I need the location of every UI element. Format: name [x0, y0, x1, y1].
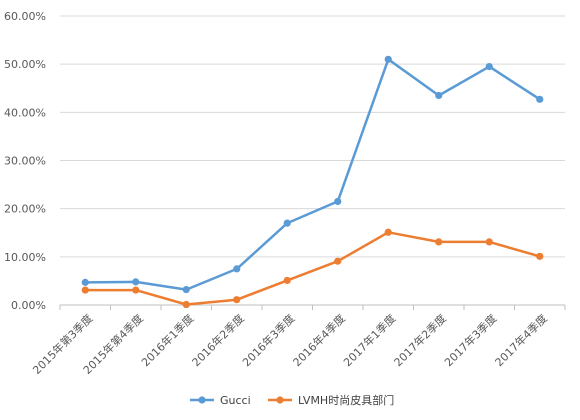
data-point: [536, 252, 544, 260]
gridlines: [60, 15, 565, 306]
legend: Gucci LVMH时尚皮具部门: [190, 393, 394, 407]
legend-item-lvmh: LVMH时尚皮具部门: [268, 393, 394, 407]
data-point: [283, 219, 291, 227]
data-point: [435, 238, 443, 246]
y-axis-tick-labels: 0.00% 10.00% 20.00% 30.00% 40.00% 50.00% 60.00…: [4, 10, 46, 312]
data-point: [132, 286, 140, 294]
x-tick-label: 2017年3季度: [441, 311, 499, 369]
data-point: [485, 238, 493, 246]
legend-item-gucci: Gucci: [190, 394, 251, 407]
x-tick-label: 2016年4季度: [290, 311, 348, 369]
series-lines: [81, 55, 544, 309]
legend-label: Gucci: [220, 394, 251, 407]
data-point: [81, 278, 89, 286]
data-point: [485, 62, 493, 71]
legend-label: LVMH时尚皮具部门: [298, 393, 394, 407]
series-lvmh: [81, 228, 544, 309]
x-tick-label: 2016年2季度: [189, 311, 247, 369]
x-tick-label: 2017年1季度: [340, 311, 398, 369]
data-point: [182, 285, 190, 294]
series-line: [84, 231, 542, 306]
y-tick-label: 60.00%: [4, 10, 46, 23]
data-point: [435, 91, 443, 100]
y-tick-label: 0.00%: [11, 299, 46, 312]
y-tick-label: 30.00%: [4, 155, 46, 168]
data-point: [384, 228, 392, 236]
data-point: [233, 296, 241, 304]
x-axis-tick-labels: 2015年第3季度2015年第4季度2016年1季度2016年2季度2016年3…: [30, 305, 566, 377]
x-tick-label: 2016年1季度: [138, 311, 196, 369]
x-tick-label: 2016年3季度: [239, 311, 297, 369]
series-line: [84, 58, 542, 291]
legend-marker-swatch: [198, 396, 206, 404]
data-point: [536, 95, 544, 103]
series-gucci: [81, 55, 544, 294]
data-point: [81, 286, 89, 294]
y-tick-label: 10.00%: [4, 251, 46, 264]
data-point: [182, 300, 190, 309]
x-tick-label: 2017年2季度: [391, 311, 449, 369]
y-tick-label: 20.00%: [4, 203, 46, 216]
x-tick-label: 2017年4季度: [492, 311, 550, 369]
y-tick-label: 40.00%: [4, 106, 46, 119]
data-point: [384, 55, 392, 63]
data-point: [334, 197, 342, 206]
data-point: [283, 276, 291, 285]
data-point: [233, 265, 241, 273]
y-tick-label: 50.00%: [4, 58, 46, 71]
data-point: [334, 257, 342, 265]
legend-marker-swatch: [276, 396, 284, 404]
data-point: [132, 278, 140, 286]
